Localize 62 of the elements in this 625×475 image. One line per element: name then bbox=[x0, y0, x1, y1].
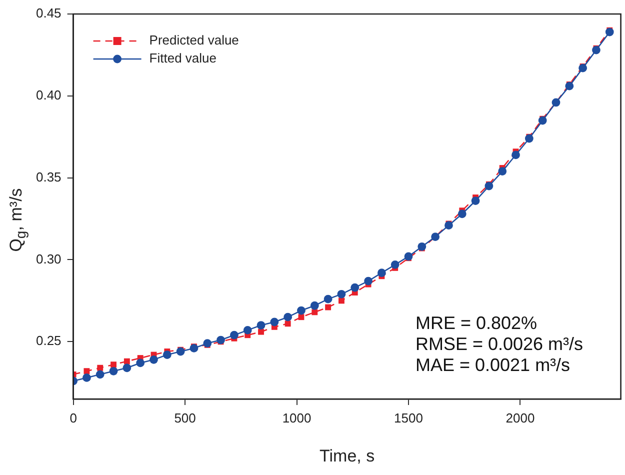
point bbox=[230, 330, 238, 340]
point bbox=[350, 283, 360, 292]
point bbox=[524, 134, 534, 143]
legend-label: Fitted value bbox=[149, 50, 217, 66]
point bbox=[284, 312, 292, 322]
point bbox=[312, 309, 318, 316]
x-tick-label: 1000 bbox=[282, 410, 312, 426]
point bbox=[310, 301, 319, 310]
point bbox=[512, 150, 520, 160]
point bbox=[243, 326, 252, 334]
point bbox=[390, 260, 400, 269]
point bbox=[605, 28, 614, 36]
annotation: MAE = 0.0021 m³/s bbox=[415, 355, 570, 375]
point bbox=[203, 339, 212, 348]
point bbox=[96, 370, 104, 379]
point bbox=[216, 336, 225, 344]
point bbox=[258, 328, 264, 335]
point bbox=[418, 242, 426, 251]
x-tick-label: 0 bbox=[70, 410, 77, 426]
point bbox=[471, 196, 480, 205]
point bbox=[538, 116, 547, 125]
point bbox=[110, 362, 116, 368]
point bbox=[270, 318, 279, 326]
point bbox=[136, 358, 145, 368]
y-tick-label: 0.35 bbox=[36, 169, 62, 184]
x-axis-title: Time, s bbox=[320, 446, 375, 466]
point bbox=[122, 364, 132, 372]
y-tick-label: 0.40 bbox=[36, 87, 62, 102]
point bbox=[377, 268, 386, 278]
point bbox=[150, 355, 158, 364]
y-tick-label: 0.45 bbox=[36, 6, 62, 21]
point bbox=[592, 46, 600, 54]
point bbox=[109, 366, 118, 376]
point bbox=[458, 210, 466, 218]
point bbox=[84, 368, 90, 374]
point bbox=[162, 350, 172, 359]
point bbox=[82, 374, 91, 382]
point bbox=[297, 306, 306, 315]
point bbox=[337, 290, 346, 298]
annotation: MRE = 0.802% bbox=[415, 313, 538, 333]
point bbox=[124, 358, 130, 364]
point bbox=[338, 298, 344, 304]
point bbox=[176, 347, 185, 356]
point bbox=[364, 276, 372, 286]
point bbox=[404, 252, 413, 261]
point bbox=[190, 344, 198, 352]
x-tick-label: 2000 bbox=[506, 410, 535, 426]
point bbox=[97, 364, 104, 371]
point bbox=[444, 221, 453, 230]
y-tick-label: 0.25 bbox=[36, 333, 62, 348]
point bbox=[325, 304, 332, 310]
x-tick-label: 1500 bbox=[394, 410, 423, 426]
point bbox=[498, 167, 507, 176]
point bbox=[578, 64, 588, 72]
x-tick-label: 500 bbox=[174, 410, 196, 426]
y-tick-label: 0.30 bbox=[36, 251, 62, 266]
point bbox=[256, 321, 266, 330]
point bbox=[284, 320, 291, 327]
annotation: RMSE = 0.0026 m³/s bbox=[415, 334, 584, 354]
point bbox=[324, 294, 332, 304]
legend-label: Predicted value bbox=[149, 32, 239, 48]
point bbox=[484, 182, 494, 190]
